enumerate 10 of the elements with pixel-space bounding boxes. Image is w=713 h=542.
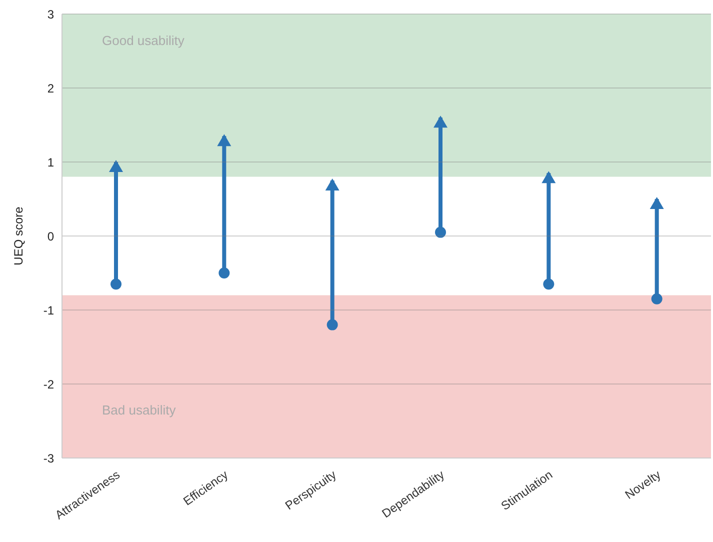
y-tick-label: 2	[47, 81, 54, 96]
y-tick-label: -3	[43, 451, 54, 466]
band-label: Good usability	[102, 33, 185, 48]
y-axis-title: UEQ score	[11, 206, 26, 266]
y-tick-label: 0	[47, 229, 54, 244]
y-tick-label: 1	[47, 155, 54, 170]
band-label: Bad usability	[102, 402, 176, 418]
y-tick-label: -2	[43, 377, 54, 392]
y-tick-label: -1	[43, 303, 54, 318]
y-tick-label: 3	[47, 7, 54, 22]
